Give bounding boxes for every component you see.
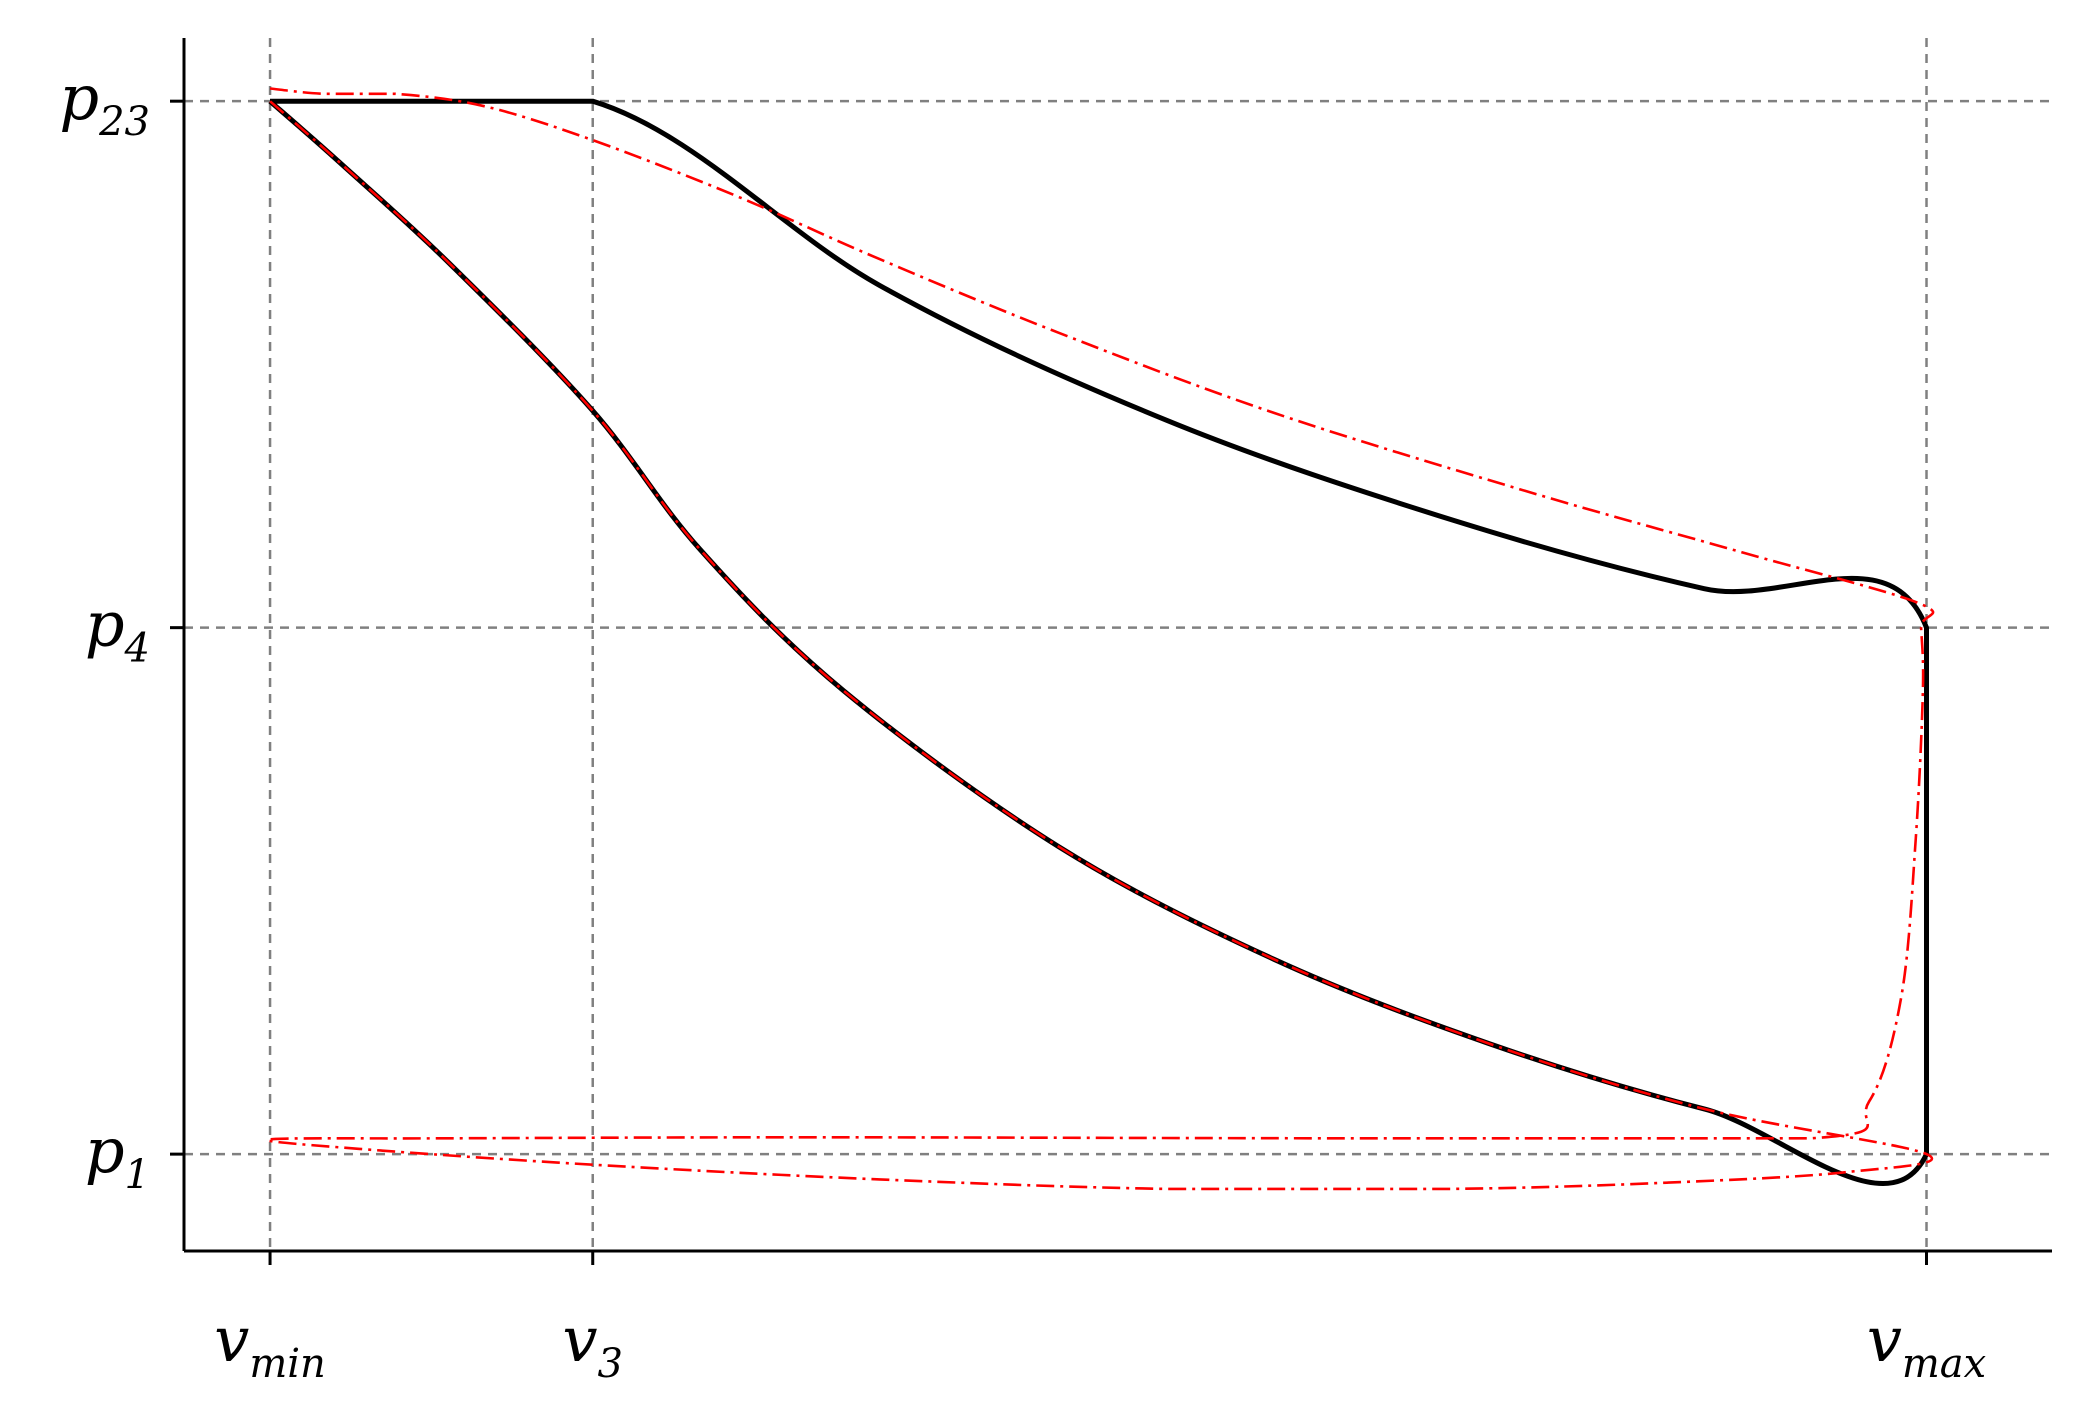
tick-label-x-v3: v3 [562,1303,622,1387]
grid-layer [184,38,2052,1251]
tick-label-y-p23: p23 [59,61,150,145]
tick-label-x-vmax: vmax [1867,1303,1986,1387]
tick-label-x-vmin: vmin [214,1303,326,1387]
series-ideal-cycle [268,98,1929,1187]
axes-layer [182,38,2052,1253]
ticks-layer: vmin v3 vmax p1 p4 p23 [59,61,1986,1387]
tick-label-y-p1: p1 [85,1114,150,1198]
series-layer [266,87,1935,1191]
series-real-cycle [266,87,1935,1191]
tick-label-y-p4: p4 [85,588,150,672]
